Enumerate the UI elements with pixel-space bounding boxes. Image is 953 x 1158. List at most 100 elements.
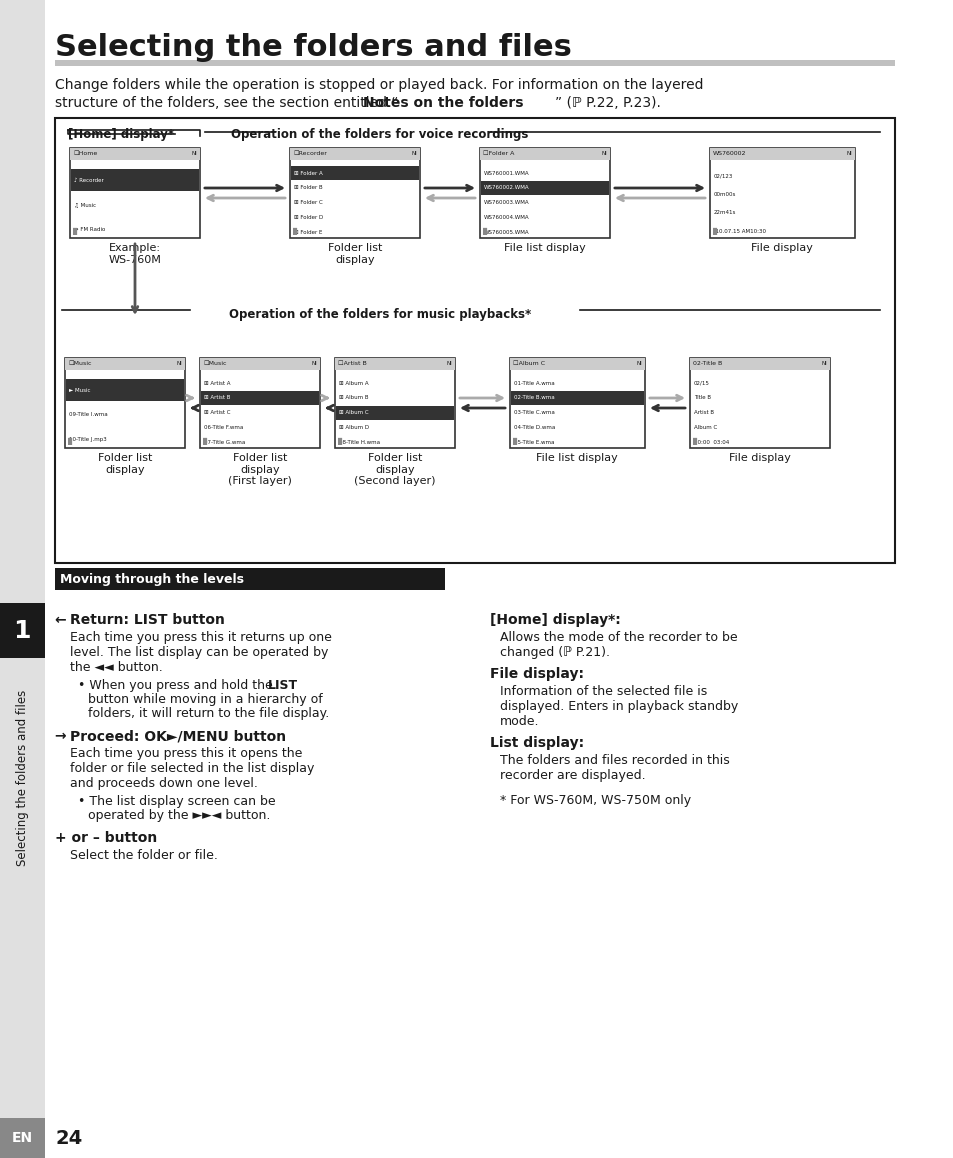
Text: 00:00  03:04: 00:00 03:04 (693, 440, 728, 445)
Bar (510, 358, 644, 369)
Text: ☐Artist B: ☐Artist B (337, 361, 366, 366)
Text: Change folders while the operation is stopped or played back. For information on: Change folders while the operation is st… (55, 78, 702, 91)
Text: ⊞ Artist C: ⊞ Artist C (204, 410, 231, 416)
Bar (200, 358, 319, 448)
Text: Example:
WS-760M: Example: WS-760M (109, 243, 161, 264)
Bar (65, 358, 185, 369)
Bar (709, 148, 854, 160)
Text: • The list display screen can be: • The list display screen can be (78, 796, 275, 808)
Text: →: → (55, 730, 71, 743)
Text: ⊞ Folder B: ⊞ Folder B (294, 185, 322, 190)
Text: Information of the selected file is: Information of the selected file is (499, 686, 706, 698)
Text: WS760001.WMA: WS760001.WMA (483, 170, 529, 176)
Text: File display: File display (750, 243, 812, 252)
Text: NI: NI (176, 361, 182, 366)
Text: NI: NI (191, 152, 196, 156)
Text: ▊: ▊ (512, 438, 517, 445)
Text: Selecting the folders and files: Selecting the folders and files (15, 690, 29, 866)
Text: NI: NI (411, 152, 416, 156)
Text: NI: NI (845, 152, 851, 156)
Text: + or – button: + or – button (55, 831, 157, 845)
Text: button while moving in a hierarchy of: button while moving in a hierarchy of (88, 692, 322, 706)
Text: WS760002.WMA: WS760002.WMA (483, 185, 529, 190)
Text: ☐Music: ☐Music (203, 361, 226, 366)
Text: ▊: ▊ (67, 438, 72, 445)
Bar (55, 118, 894, 563)
Bar (479, 148, 609, 160)
Text: ☐Album C: ☐Album C (513, 361, 544, 366)
Text: folders, it will return to the file display.: folders, it will return to the file disp… (88, 708, 329, 720)
Text: WS760002: WS760002 (712, 152, 745, 156)
Bar (0, 0, 45, 1158)
Text: ♪ Recorder: ♪ Recorder (74, 177, 104, 183)
Text: 02-Title B.wma: 02-Title B.wma (514, 396, 554, 401)
Text: File list display: File list display (536, 453, 618, 463)
Text: Each time you press this it opens the: Each time you press this it opens the (70, 747, 302, 760)
Bar (479, 148, 609, 239)
Text: Each time you press this it returns up one: Each time you press this it returns up o… (70, 631, 332, 644)
Text: 05-Title E.wma: 05-Title E.wma (514, 440, 554, 445)
Text: Artist B: Artist B (693, 410, 713, 416)
Text: 08-Title H.wma: 08-Title H.wma (338, 440, 379, 445)
Bar (291, 167, 418, 179)
Text: NI: NI (636, 361, 641, 366)
Text: displayed. Enters in playback standby: displayed. Enters in playback standby (499, 699, 738, 713)
Text: ⊞ Folder C: ⊞ Folder C (294, 200, 322, 205)
Text: NI: NI (600, 152, 606, 156)
Text: WS760003.WMA: WS760003.WMA (483, 200, 529, 205)
Text: level. The list display can be operated by: level. The list display can be operated … (70, 646, 328, 659)
Text: ▊: ▊ (71, 228, 77, 235)
Bar (335, 358, 455, 369)
Bar (66, 379, 184, 401)
Bar (689, 358, 829, 369)
Text: 07-Title G.wma: 07-Title G.wma (204, 440, 245, 445)
Text: 1: 1 (13, 620, 30, 643)
Text: [Home] display*: [Home] display* (68, 129, 174, 141)
Text: ⊞ Album D: ⊞ Album D (338, 425, 369, 430)
Text: structure of the folders, see the section entitled “: structure of the folders, see the sectio… (55, 96, 398, 110)
Text: ☐Recorder: ☐Recorder (293, 152, 327, 156)
Bar (65, 358, 185, 448)
Bar (480, 182, 608, 195)
Text: ←: ← (55, 613, 71, 626)
Bar (0, 1117, 45, 1158)
Text: Select the folder or file.: Select the folder or file. (70, 849, 217, 862)
Text: '10.07.15 AM10:30: '10.07.15 AM10:30 (713, 229, 765, 234)
Bar (0, 603, 45, 658)
Text: ♫ Music: ♫ Music (74, 203, 96, 207)
Text: ▊: ▊ (711, 228, 717, 235)
Text: ▊: ▊ (202, 438, 207, 445)
Text: 02/123: 02/123 (713, 174, 733, 178)
Text: Notes on the folders: Notes on the folders (363, 96, 523, 110)
Text: ☐Folder A: ☐Folder A (482, 152, 514, 156)
Text: Folder list
display
(First layer): Folder list display (First layer) (228, 453, 292, 486)
Text: 02-Title B: 02-Title B (692, 361, 721, 366)
Text: 22m41s: 22m41s (713, 211, 736, 215)
Text: LIST: LIST (268, 679, 297, 692)
Bar (335, 406, 454, 419)
Bar (55, 60, 894, 66)
Text: ▊: ▊ (336, 438, 342, 445)
Text: 00m00s: 00m00s (713, 192, 736, 197)
Text: Allows the mode of the recorder to be: Allows the mode of the recorder to be (499, 631, 737, 644)
Text: List display:: List display: (490, 736, 583, 750)
Text: ➽ FM Radio: ➽ FM Radio (74, 227, 105, 232)
Text: 10-Title J.mp3: 10-Title J.mp3 (69, 437, 107, 442)
Bar (290, 148, 419, 239)
Text: File display: File display (728, 453, 790, 463)
Text: Return: LIST button: Return: LIST button (70, 613, 225, 626)
Text: Folder list
display
(Second layer): Folder list display (Second layer) (354, 453, 436, 486)
Text: ▊: ▊ (691, 438, 697, 445)
Text: 04-Title D.wma: 04-Title D.wma (514, 425, 555, 430)
Text: Proceed: OK►/MENU button: Proceed: OK►/MENU button (70, 730, 286, 743)
Text: NI: NI (311, 361, 316, 366)
Text: ⊞ Artist B: ⊞ Artist B (204, 396, 230, 401)
Bar (511, 391, 643, 404)
Text: ⊞ Artist A: ⊞ Artist A (204, 381, 231, 386)
Text: • When you press and hold the: • When you press and hold the (78, 679, 276, 692)
Text: 02/15: 02/15 (693, 381, 709, 386)
Text: Title B: Title B (693, 396, 710, 401)
Text: NI: NI (821, 361, 826, 366)
Text: WS760004.WMA: WS760004.WMA (483, 215, 529, 220)
Bar (689, 358, 829, 448)
